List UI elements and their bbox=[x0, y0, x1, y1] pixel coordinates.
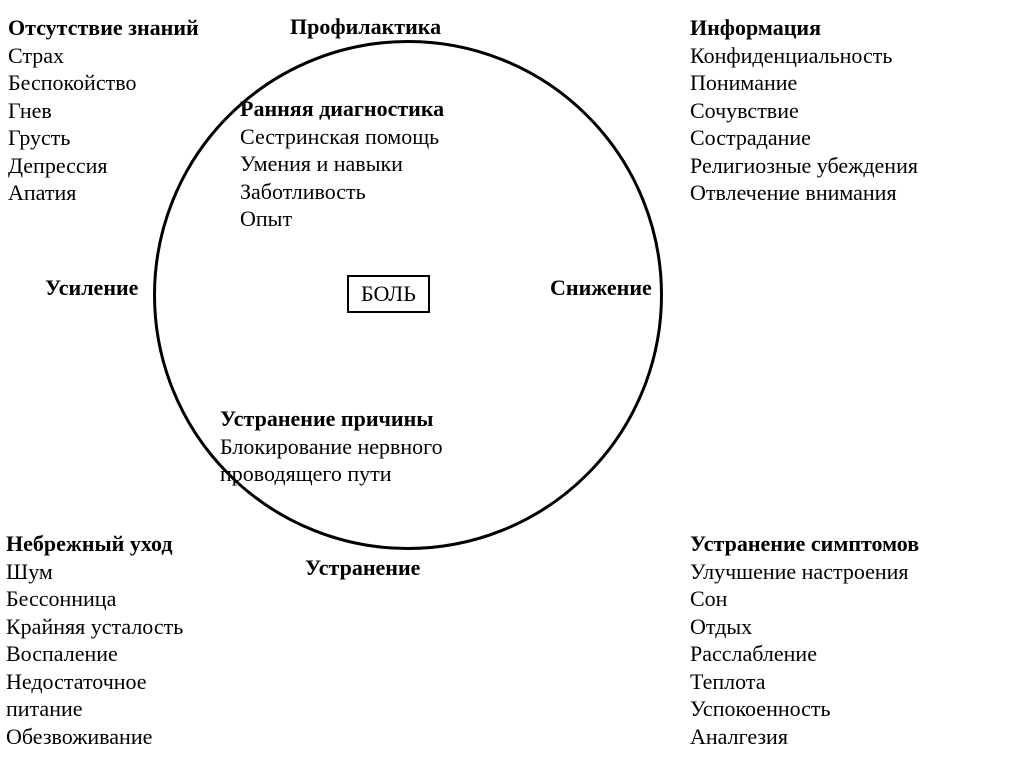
block-item: Беспокойство bbox=[8, 69, 199, 97]
block-item: Грусть bbox=[8, 124, 199, 152]
block-heading: Небрежный уход bbox=[6, 530, 183, 558]
block-item: Отдых bbox=[690, 613, 919, 641]
block-item: Аналгезия bbox=[690, 723, 919, 751]
block-item: Гнев bbox=[8, 97, 199, 125]
block-item: Расслабление bbox=[690, 640, 919, 668]
block-item: Обезвоживание bbox=[6, 723, 183, 751]
block-item: Опыт bbox=[240, 205, 444, 233]
block-heading: Информация bbox=[690, 14, 918, 42]
block-inner-top: Ранняя диагностикаСестринская помощьУмен… bbox=[240, 95, 444, 233]
block-item: Успокоенность bbox=[690, 695, 919, 723]
block-item: Недостаточное bbox=[6, 668, 183, 696]
block-heading: Устранение симптомов bbox=[690, 530, 919, 558]
block-item: Религиозные убеждения bbox=[690, 152, 918, 180]
block-item: Понимание bbox=[690, 69, 918, 97]
block-item: Конфиденциальность bbox=[690, 42, 918, 70]
block-item: проводящего пути bbox=[220, 460, 443, 488]
block-item: Сон bbox=[690, 585, 919, 613]
block-heading: Устранение причины bbox=[220, 405, 443, 433]
cardinal-right: Снижение bbox=[550, 275, 652, 301]
block-item: Страх bbox=[8, 42, 199, 70]
block-item: Бессонница bbox=[6, 585, 183, 613]
block-top-left-out: Отсутствие знанийСтрахБеспокойствоГневГр… bbox=[8, 14, 199, 207]
diagram-canvas: БОЛЬ Профилактика Устранение Усиление Сн… bbox=[0, 0, 1024, 767]
block-item: Крайняя усталость bbox=[6, 613, 183, 641]
block-bottom-right-out: Устранение симптомовУлучшение настроения… bbox=[690, 530, 919, 750]
block-item: Сочувствие bbox=[690, 97, 918, 125]
cardinal-bottom: Устранение bbox=[305, 555, 420, 581]
block-item: питание bbox=[6, 695, 183, 723]
block-item: Депрессия bbox=[8, 152, 199, 180]
block-item: Воспаление bbox=[6, 640, 183, 668]
block-inner-bottom: Устранение причиныБлокирование нервногоп… bbox=[220, 405, 443, 488]
block-item: Улучшение настроения bbox=[690, 558, 919, 586]
cardinal-top: Профилактика bbox=[290, 14, 441, 40]
block-item: Апатия bbox=[8, 179, 199, 207]
block-item: Сострадание bbox=[690, 124, 918, 152]
block-bottom-left-out: Небрежный уходШумБессонницаКрайняя устал… bbox=[6, 530, 183, 750]
block-item: Заботливость bbox=[240, 178, 444, 206]
block-item: Умения и навыки bbox=[240, 150, 444, 178]
block-item: Теплота bbox=[690, 668, 919, 696]
block-top-right-out: ИнформацияКонфиденциальностьПониманиеСоч… bbox=[690, 14, 918, 207]
block-item: Шум bbox=[6, 558, 183, 586]
center-label: БОЛЬ bbox=[361, 281, 416, 306]
block-heading: Отсутствие знаний bbox=[8, 14, 199, 42]
cardinal-left: Усиление bbox=[45, 275, 138, 301]
center-box-pain: БОЛЬ bbox=[347, 275, 430, 313]
block-item: Сестринская помощь bbox=[240, 123, 444, 151]
block-item: Блокирование нервного bbox=[220, 433, 443, 461]
block-heading: Ранняя диагностика bbox=[240, 95, 444, 123]
block-item: Отвлечение внимания bbox=[690, 179, 918, 207]
